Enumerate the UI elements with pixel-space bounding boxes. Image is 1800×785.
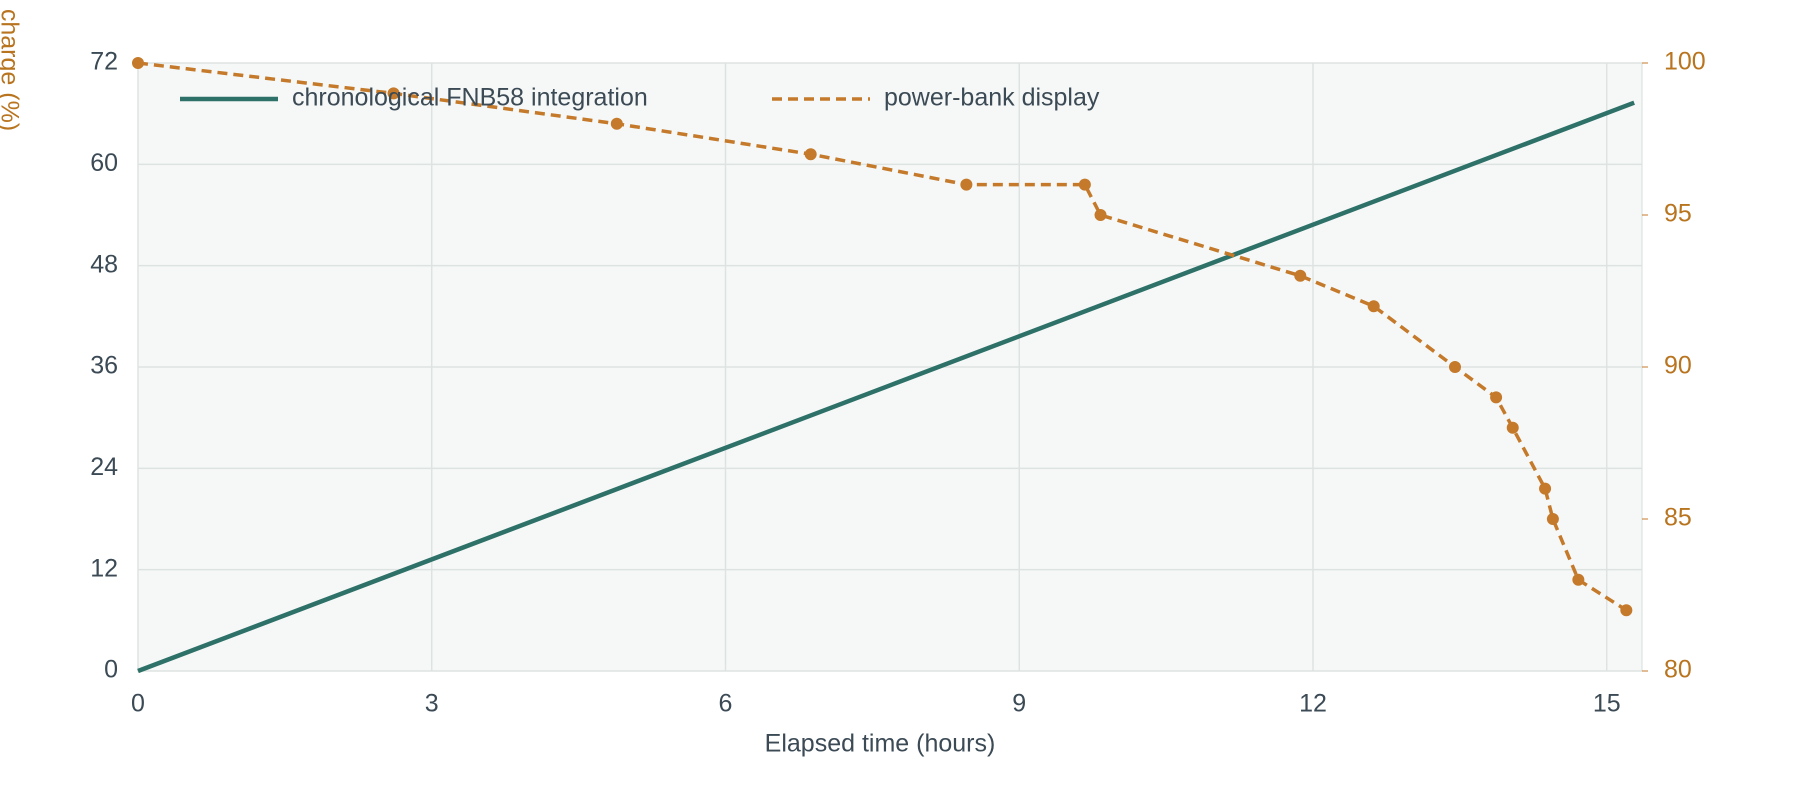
series-line: [137, 61, 1628, 612]
y2-tick-label: 90: [1664, 352, 1692, 380]
data-point: [1448, 361, 1461, 373]
y-tick-label: 72: [90, 48, 118, 76]
legend-label: chronological FNB58 integration: [292, 84, 648, 112]
data-point: [1620, 604, 1633, 617]
series-line: [137, 100, 1635, 674]
x-tick-label: 3: [425, 690, 439, 718]
data-point: [1094, 209, 1107, 221]
data-point: [960, 178, 973, 191]
data-point: [1490, 391, 1503, 404]
y-tick-label: 48: [90, 250, 118, 278]
x-tick-label: 6: [719, 690, 733, 718]
x-tick-label: 0: [131, 690, 145, 718]
data-point: [1572, 573, 1585, 586]
data-point: [132, 57, 144, 69]
y-tick-label: 0: [104, 656, 118, 684]
y-tick-label: 60: [90, 149, 118, 177]
data-point: [1294, 269, 1307, 282]
x-tick-label: 15: [1593, 690, 1621, 718]
data-point: [610, 117, 623, 130]
y2-tick-label: 100: [1664, 48, 1706, 76]
y-tick-label: 12: [90, 554, 118, 582]
y-tick-label: 36: [90, 352, 118, 380]
data-point: [1506, 421, 1519, 434]
data-point: [1078, 178, 1091, 191]
y2-tick-label: 80: [1664, 656, 1692, 684]
y2-tick-label: 95: [1664, 200, 1692, 228]
data-point: [1539, 482, 1552, 495]
data-point: [387, 87, 400, 100]
data-point: [1546, 513, 1559, 525]
legend-label: power-bank display: [884, 84, 1100, 112]
data-point: [804, 148, 817, 161]
y-tick-label: 24: [90, 453, 118, 481]
y2-axis-label: charge (%): [0, 9, 23, 131]
x-axis-label: Elapsed time (hours): [765, 730, 996, 758]
data-point: [1367, 300, 1380, 313]
x-tick-label: 12: [1299, 690, 1327, 718]
x-tick-label: 9: [1012, 690, 1026, 718]
y2-tick-label: 85: [1664, 504, 1692, 532]
